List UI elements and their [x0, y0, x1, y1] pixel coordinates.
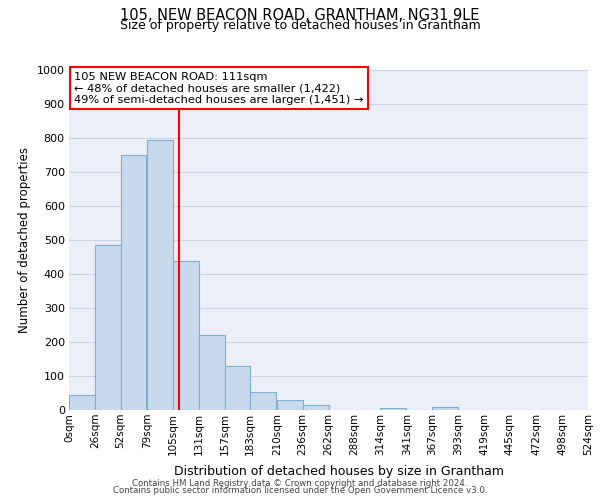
Y-axis label: Number of detached properties: Number of detached properties	[18, 147, 31, 333]
Text: Contains HM Land Registry data © Crown copyright and database right 2024.: Contains HM Land Registry data © Crown c…	[132, 478, 468, 488]
Bar	[224, 366, 250, 410]
Text: 105, NEW BEACON ROAD, GRANTHAM, NG31 9LE: 105, NEW BEACON ROAD, GRANTHAM, NG31 9LE	[121, 8, 479, 22]
Text: Distribution of detached houses by size in Grantham: Distribution of detached houses by size …	[174, 464, 504, 477]
Bar	[199, 335, 224, 410]
Bar	[121, 155, 146, 410]
Bar	[250, 392, 276, 410]
Bar	[69, 396, 95, 410]
Text: Size of property relative to detached houses in Grantham: Size of property relative to detached ho…	[119, 19, 481, 32]
Text: Contains public sector information licensed under the Open Government Licence v3: Contains public sector information licen…	[113, 486, 487, 495]
Bar	[173, 261, 199, 410]
Bar	[433, 408, 458, 410]
Text: 105 NEW BEACON ROAD: 111sqm
← 48% of detached houses are smaller (1,422)
49% of : 105 NEW BEACON ROAD: 111sqm ← 48% of det…	[74, 72, 364, 105]
Bar	[303, 405, 329, 410]
Bar	[147, 140, 173, 410]
Bar	[95, 245, 121, 410]
Bar	[277, 400, 303, 410]
Bar	[380, 408, 406, 410]
